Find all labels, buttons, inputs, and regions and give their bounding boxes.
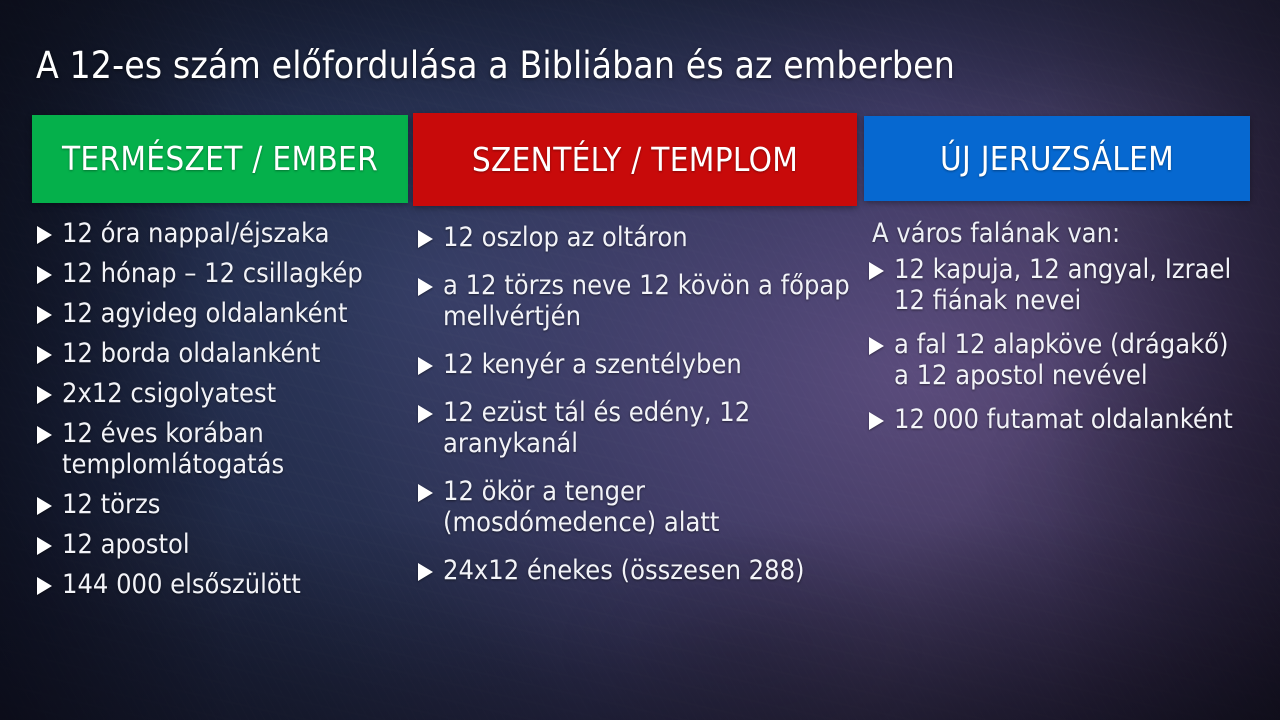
list-item: 12 éves korában templomlátogatás <box>32 418 408 480</box>
list-item-label: 24x12 énekes (összesen 288) <box>443 555 805 586</box>
triangle-right-icon <box>418 405 433 423</box>
list-item: a fal 12 alapköve (drágakő) a 12 apostol… <box>864 329 1250 391</box>
list-item: 12 oszlop az oltáron <box>413 222 857 253</box>
list-item: 12 hónap – 12 csillagkép <box>32 258 408 289</box>
list-item-label: 144 000 elsőszülött <box>62 569 301 600</box>
triangle-right-icon <box>418 357 433 375</box>
list-item: 24x12 énekes (összesen 288) <box>413 555 857 586</box>
column-header-box-2: ÚJ JERUZSÁLEM <box>864 116 1250 201</box>
list-item-label: 12 kapuja, 12 angyal, Izrael 12 fiának n… <box>894 254 1232 316</box>
triangle-right-icon <box>418 230 433 248</box>
list-item: a 12 törzs neve 12 kövön a főpap mellvér… <box>413 270 857 332</box>
list-item-label: 12 ezüst tál és edény, 12 aranykanál <box>443 397 751 459</box>
list-item: 12 ökör a tenger (mosdómedence) alatt <box>413 476 857 538</box>
list-item: 12 apostol <box>32 529 408 560</box>
list-item: 2x12 csigolyatest <box>32 378 408 409</box>
triangle-right-icon <box>37 306 52 324</box>
list-item: 12 ezüst tál és edény, 12 aranykanál <box>413 397 857 459</box>
triangle-right-icon <box>37 537 52 555</box>
list-item-label: 12 törzs <box>62 489 161 520</box>
slide-title: A 12-es szám előfordulása a Bibliában és… <box>36 43 955 87</box>
list-item: 144 000 elsőszülött <box>32 569 408 600</box>
list-item: 12 borda oldalanként <box>32 338 408 369</box>
list-item-label: 12 oszlop az oltáron <box>443 222 688 253</box>
triangle-right-icon <box>869 412 884 430</box>
triangle-right-icon <box>869 337 884 355</box>
triangle-right-icon <box>37 226 52 244</box>
list-item: 12 óra nappal/éjszaka <box>32 218 408 249</box>
list-item-label: 12 kenyér a szentélyben <box>443 349 742 380</box>
list-item-label: 12 apostol <box>62 529 190 560</box>
column-header-label-1: SZENTÉLY / TEMPLOM <box>471 139 799 179</box>
column-intro-line: A város falának van: <box>872 218 1121 249</box>
triangle-right-icon <box>418 484 433 502</box>
list-item: 12 kapuja, 12 angyal, Izrael 12 fiának n… <box>864 254 1250 316</box>
triangle-right-icon <box>869 262 884 280</box>
list-item: 12 kenyér a szentélyben <box>413 349 857 380</box>
list-item-label: a fal 12 alapköve (drágakő) a 12 apostol… <box>894 329 1229 391</box>
triangle-right-icon <box>37 346 52 364</box>
column-header-label-0: TERMÉSZET / EMBER <box>61 139 379 178</box>
list-item: 12 agyideg oldalanként <box>32 298 408 329</box>
list-item-label: 2x12 csigolyatest <box>62 378 277 409</box>
list-item-label: 12 ökör a tenger (mosdómedence) alatt <box>443 476 720 538</box>
column-header-box-0: TERMÉSZET / EMBER <box>32 115 408 203</box>
list-item-label: a 12 törzs neve 12 kövön a főpap mellvér… <box>443 270 850 332</box>
list-item-label: 12 éves korában templomlátogatás <box>62 418 285 480</box>
triangle-right-icon <box>37 497 52 515</box>
triangle-right-icon <box>37 426 52 444</box>
list-item-label: 12 hónap – 12 csillagkép <box>62 258 363 289</box>
triangle-right-icon <box>418 563 433 581</box>
column-body-1: 12 oszlop az oltáron a 12 törzs neve 12 k… <box>413 222 857 603</box>
column-header-label-2: ÚJ JERUZSÁLEM <box>939 138 1175 178</box>
list-item-label: 12 óra nappal/éjszaka <box>62 218 330 249</box>
list-item-label: 12 agyideg oldalanként <box>62 298 348 329</box>
list-item: 12 törzs <box>32 489 408 520</box>
triangle-right-icon <box>37 577 52 595</box>
column-body-2: A város falának van: 12 kapuja, 12 angyal… <box>864 216 1250 448</box>
triangle-right-icon <box>37 386 52 404</box>
column-body-0: 12 óra nappal/éjszaka 12 hónap – 12 csill… <box>32 218 408 609</box>
list-item-label: 12 borda oldalanként <box>62 338 321 369</box>
list-item-label: 12 000 futamat oldalanként <box>894 404 1233 435</box>
triangle-right-icon <box>418 278 433 296</box>
list-item: 12 000 futamat oldalanként <box>864 404 1250 435</box>
column-header-box-1: SZENTÉLY / TEMPLOM <box>413 113 857 206</box>
triangle-right-icon <box>37 266 52 284</box>
